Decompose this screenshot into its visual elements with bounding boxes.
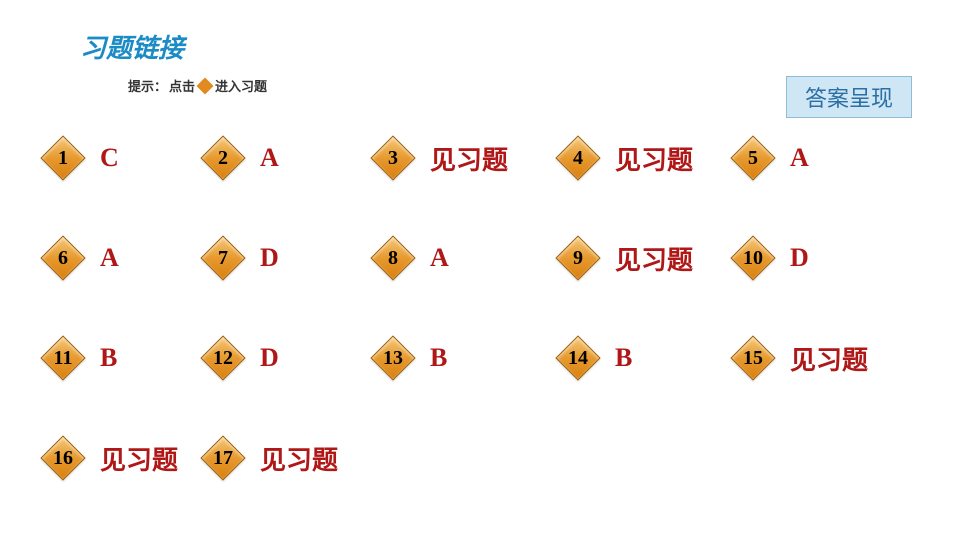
- question-number: 13: [370, 335, 416, 381]
- question-number: 3: [370, 135, 416, 181]
- answer-text: A: [790, 143, 809, 173]
- answer-text: A: [260, 143, 279, 173]
- question-item[interactable]: 12 D: [200, 335, 279, 381]
- question-number: 15: [730, 335, 776, 381]
- answer-text: 见习题: [430, 140, 508, 177]
- question-item[interactable]: 6A: [40, 235, 119, 281]
- question-number: 11: [40, 335, 86, 381]
- question-number: 5: [730, 135, 776, 181]
- diamond-icon[interactable]: 6: [40, 235, 86, 281]
- question-number: 6: [40, 235, 86, 281]
- diamond-icon[interactable]: 11: [40, 335, 86, 381]
- answer-text: D: [790, 243, 809, 273]
- question-number: 1: [40, 135, 86, 181]
- answer-text: 见习题: [615, 240, 693, 277]
- question-number: 10: [730, 235, 776, 281]
- diamond-icon[interactable]: 12: [200, 335, 246, 381]
- answer-text: 见习题: [615, 140, 693, 177]
- hint-suffix: 进入习题: [215, 76, 267, 95]
- question-number: 9: [555, 235, 601, 281]
- diamond-icon[interactable]: 8: [370, 235, 416, 281]
- diamond-icon[interactable]: 15: [730, 335, 776, 381]
- question-item[interactable]: 4 见习题: [555, 135, 693, 181]
- hint-mid: 点击: [169, 76, 195, 95]
- diamond-icon: [197, 77, 214, 94]
- diamond-icon[interactable]: 5: [730, 135, 776, 181]
- diamond-icon[interactable]: 10: [730, 235, 776, 281]
- hint-prefix: 提示：: [128, 76, 167, 95]
- answer-text: D: [260, 343, 279, 373]
- question-number: 14: [555, 335, 601, 381]
- diamond-icon[interactable]: 2: [200, 135, 246, 181]
- question-item[interactable]: 9 见习题: [555, 235, 693, 281]
- page-title: 习题链接: [80, 28, 184, 65]
- question-item[interactable]: 16 见习题: [40, 435, 178, 481]
- answer-text: 见习题: [260, 440, 338, 477]
- diamond-icon[interactable]: 14: [555, 335, 601, 381]
- answer-text: C: [100, 143, 119, 173]
- question-number: 4: [555, 135, 601, 181]
- diamond-icon[interactable]: 3: [370, 135, 416, 181]
- answer-text: B: [100, 343, 117, 373]
- answer-text: B: [430, 343, 447, 373]
- question-item[interactable]: 13 B: [370, 335, 447, 381]
- question-number: 7: [200, 235, 246, 281]
- diamond-icon[interactable]: 4: [555, 135, 601, 181]
- question-number: 2: [200, 135, 246, 181]
- question-item[interactable]: 2A: [200, 135, 279, 181]
- question-item[interactable]: 1C: [40, 135, 119, 181]
- answer-text: A: [430, 243, 449, 273]
- badge-text: 答案呈现: [805, 86, 893, 111]
- question-number: 12: [200, 335, 246, 381]
- hint-line: 提示： 点击 进入习题: [128, 76, 267, 95]
- question-number: 16: [40, 435, 86, 481]
- diamond-icon[interactable]: 1: [40, 135, 86, 181]
- answer-text: 见习题: [100, 440, 178, 477]
- question-item[interactable]: 17 见习题: [200, 435, 338, 481]
- title-text: 习题链接: [80, 34, 184, 63]
- question-item[interactable]: 8A: [370, 235, 449, 281]
- diamond-icon[interactable]: 16: [40, 435, 86, 481]
- question-item[interactable]: 5A: [730, 135, 809, 181]
- answer-text: B: [615, 343, 632, 373]
- answer-text: A: [100, 243, 119, 273]
- question-item[interactable]: 3 见习题: [370, 135, 508, 181]
- answer-text: D: [260, 243, 279, 273]
- question-item[interactable]: 15 见习题: [730, 335, 868, 381]
- question-item[interactable]: 7D: [200, 235, 279, 281]
- diamond-icon[interactable]: 17: [200, 435, 246, 481]
- question-number: 17: [200, 435, 246, 481]
- diamond-icon[interactable]: 13: [370, 335, 416, 381]
- question-item[interactable]: 14 B: [555, 335, 632, 381]
- question-number: 8: [370, 235, 416, 281]
- diamond-icon[interactable]: 7: [200, 235, 246, 281]
- answers-badge: 答案呈现: [786, 76, 912, 118]
- question-item[interactable]: 11 B: [40, 335, 117, 381]
- question-item[interactable]: 10 D: [730, 235, 809, 281]
- answer-text: 见习题: [790, 340, 868, 377]
- diamond-icon[interactable]: 9: [555, 235, 601, 281]
